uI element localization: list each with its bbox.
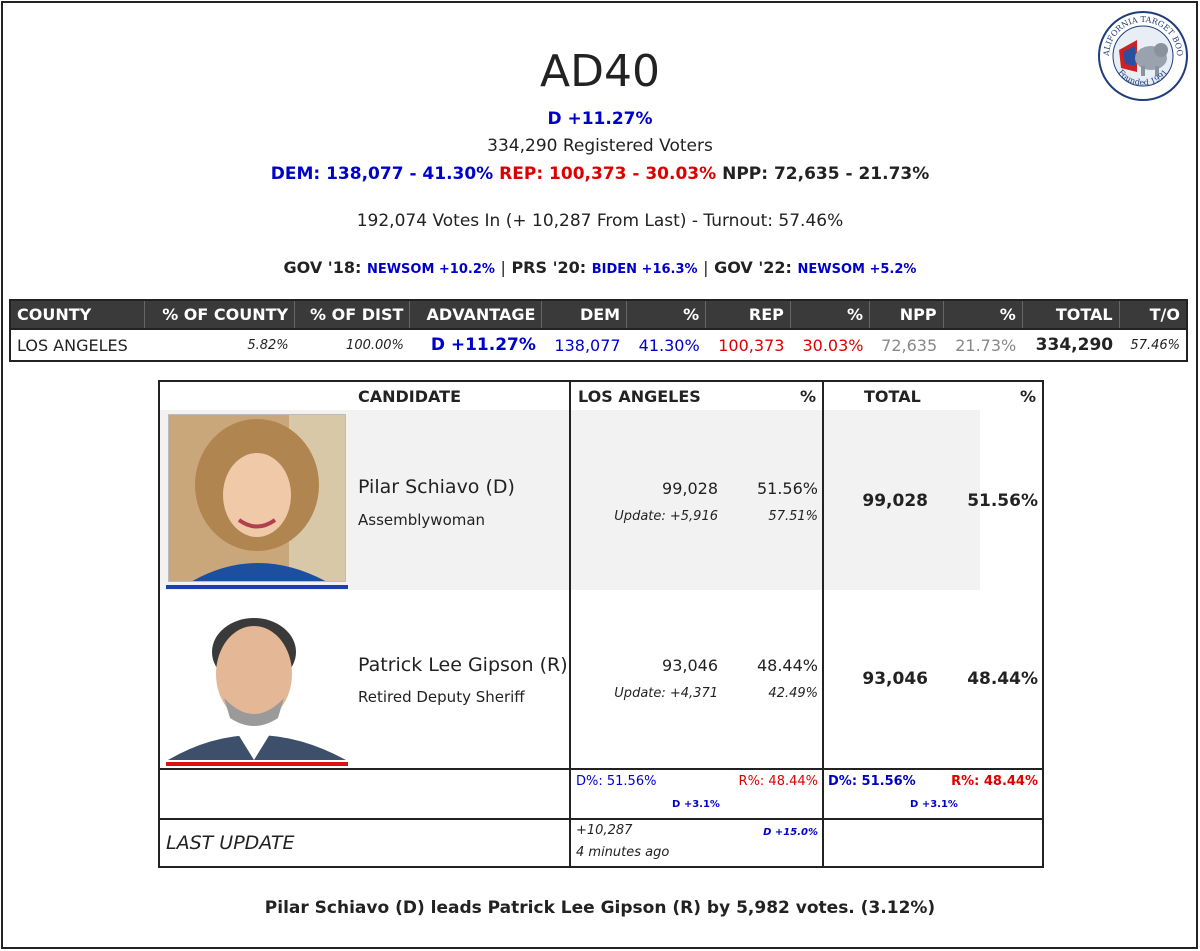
candidate-update-pct: 42.49%: [768, 686, 818, 701]
candidate-county-votes: 99,028: [662, 479, 718, 498]
last-update-margin: D +15.0%: [763, 827, 818, 838]
gov18-value: NEWSOM +10.2%: [366, 262, 495, 277]
candidate-county-pct: 51.56%: [756, 479, 818, 498]
header-rep: REP: [705, 300, 791, 329]
dem-count: 138,077: [541, 328, 627, 362]
county-table: COUNTY % OF COUNTY % OF DIST ADVANTAGE D…: [9, 299, 1188, 362]
candidate-county-pct: 48.44%: [756, 656, 818, 675]
candidate-name: Patrick Lee Gipson (R): [358, 654, 568, 676]
party-bar-fill: [166, 585, 348, 589]
registered-voters: 334,290 Registered Voters: [487, 136, 713, 156]
rep-registration: REP: 100,373 - 30.03%: [499, 164, 717, 184]
header-candidate: CANDIDATE: [358, 387, 462, 406]
header-npp: NPP: [869, 300, 944, 329]
rep-pct: 30.03%: [790, 328, 870, 362]
county-advantage: D +11.27%: [409, 328, 542, 362]
district-title: AD40: [540, 46, 660, 97]
header-total: TOTAL: [1022, 300, 1120, 329]
candidate-update: Update: +5,916: [614, 509, 718, 524]
candidates-table: CANDIDATE LOS ANGELES % TOTAL % Pilar Sc…: [158, 380, 1044, 868]
divider: [569, 382, 571, 868]
header-npp-pct: %: [943, 300, 1023, 329]
header-turnout: T/O: [1119, 300, 1188, 329]
dem-registration: DEM: 138,077 - 41.30%: [270, 164, 494, 184]
last-update-delta: +10,287: [576, 823, 633, 838]
candidate-title: Assemblywoman: [358, 511, 486, 529]
total-d-pct: D%: 51.56%: [828, 774, 916, 789]
total-margin: D +3.1%: [910, 799, 958, 810]
county-name: LOS ANGELES: [10, 328, 145, 362]
header-pct-county: % OF COUNTY: [144, 300, 296, 329]
candidate-photo: [168, 414, 346, 582]
party-registration: DEM: 138,077 - 41.30% REP: 100,373 - 30.…: [0, 164, 1200, 184]
county-margin: D +3.1%: [672, 799, 720, 810]
california-target-book-logo: CALIFORNIA TARGET BOOK Founded 1991: [1097, 10, 1188, 101]
header-county-pct: %: [800, 387, 817, 406]
rep-count: 100,373: [705, 328, 791, 362]
turnout: 57.46%: [1119, 328, 1187, 362]
party-bar-fill: [166, 762, 348, 766]
prs20-value: BIDEN +16.3%: [591, 262, 698, 277]
header-dem-pct: %: [626, 300, 707, 329]
npp-count: 72,635: [869, 328, 944, 362]
party-bar: [166, 762, 348, 766]
candidate-title: Retired Deputy Sheriff: [358, 688, 525, 706]
candidate-total-votes: 99,028: [862, 491, 928, 511]
header-total: TOTAL: [864, 387, 921, 406]
result-summary: Pilar Schiavo (D) leads Patrick Lee Gips…: [264, 898, 936, 918]
header-county: LOS ANGELES: [578, 387, 701, 406]
divider: [160, 768, 1044, 770]
candidate-county-votes: 93,046: [662, 656, 718, 675]
pct-of-county: 5.82%: [144, 328, 295, 362]
divider: [160, 818, 1044, 820]
county-d-pct: D%: 51.56%: [576, 774, 657, 789]
party-bar: [166, 585, 348, 589]
separator: |: [703, 258, 709, 277]
table-row: LOS ANGELES 5.82% 100.00% D +11.27% 138,…: [10, 328, 1187, 362]
total-registered: 334,290: [1022, 328, 1120, 362]
header-total-pct: %: [1020, 387, 1037, 406]
header-county: COUNTY: [10, 300, 145, 329]
candidate-total-pct: 51.56%: [967, 491, 1038, 511]
separator: |: [500, 258, 506, 277]
historical-results: GOV '18: NEWSOM +10.2% | PRS '20: BIDEN …: [0, 258, 1200, 277]
gov22-label: GOV '22:: [714, 258, 792, 277]
candidate-total-votes: 93,046: [862, 669, 928, 689]
district-advantage: D +11.27%: [547, 109, 653, 129]
candidate-update: Update: +4,371: [614, 686, 718, 701]
header-dem: DEM: [541, 300, 628, 329]
header-advantage: ADVANTAGE: [409, 300, 543, 329]
candidate-update-pct: 57.51%: [768, 509, 818, 524]
county-r-pct: R%: 48.44%: [738, 774, 818, 789]
pct-of-dist: 100.00%: [294, 328, 410, 362]
candidate-photo: [168, 594, 346, 760]
dem-pct: 41.30%: [626, 328, 706, 362]
last-update-ago: 4 minutes ago: [576, 845, 670, 860]
candidate-name: Pilar Schiavo (D): [358, 476, 515, 498]
divider: [822, 382, 824, 868]
gov22-value: NEWSOM +5.2%: [797, 262, 917, 277]
county-table-header: COUNTY % OF COUNTY % OF DIST ADVANTAGE D…: [10, 300, 1188, 329]
total-r-pct: R%: 48.44%: [951, 774, 1038, 789]
prs20-label: PRS '20:: [511, 258, 587, 277]
gov18-label: GOV '18:: [283, 258, 362, 277]
npp-pct: 21.73%: [943, 328, 1023, 362]
candidate-total-pct: 48.44%: [967, 669, 1038, 689]
npp-registration: NPP: 72,635 - 21.73%: [722, 164, 930, 184]
votes-in: 192,074 Votes In (+ 10,287 From Last) - …: [356, 211, 844, 231]
header-rep-pct: %: [790, 300, 870, 329]
header-pct-dist: % OF DIST: [294, 300, 411, 329]
last-update-label: LAST UPDATE: [166, 832, 295, 854]
